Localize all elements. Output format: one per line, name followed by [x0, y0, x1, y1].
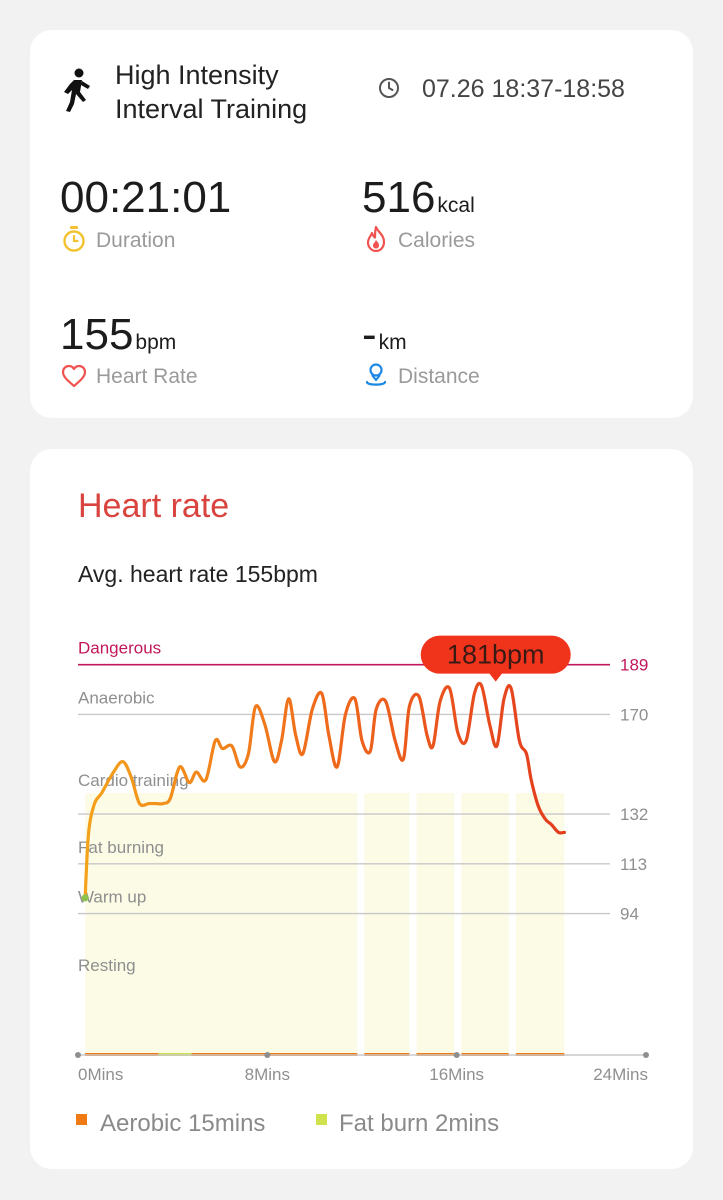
x-tick-dot-1 — [264, 1052, 271, 1058]
x-tick-label-3: 24Mins — [593, 1065, 648, 1084]
workout-time-range: 07.26 18:37-18:58 — [422, 75, 625, 103]
heart-rate-metric: 155bpm — [60, 310, 176, 360]
y-tick-labels: 189 170 132 113 94 — [620, 656, 648, 924]
legend-aerobic-label: Aerobic 15mins — [100, 1110, 266, 1137]
series-start-dot — [81, 894, 89, 902]
heart-rate-title: Heart rate — [78, 487, 230, 525]
stopwatch-icon — [63, 226, 85, 252]
calories-value: 516 — [362, 173, 436, 222]
legend-fat-burn-label: Fat burn 2mins — [339, 1110, 500, 1137]
legend-aerobic-swatch — [76, 1114, 87, 1125]
zone-label-anaerobic: Anaerobic — [78, 688, 155, 707]
workout-title: High Intensity Interval Training — [115, 58, 307, 126]
duration-value: 00:21:01 — [60, 173, 232, 222]
x-tick-label-2: 16Mins — [429, 1065, 484, 1084]
y-tick-132: 132 — [620, 805, 648, 824]
workout-title-line2: Interval Training — [115, 94, 308, 124]
zone-band-1 — [364, 793, 410, 1055]
legend-fat-burn-swatch — [316, 1114, 327, 1125]
distance-unit: km — [378, 331, 407, 354]
x-tick-labels: 0Mins 8Mins 16Mins 24Mins — [78, 1065, 648, 1084]
heart-rate-value: 155 — [60, 310, 134, 359]
peak-label: 181bpm — [447, 640, 545, 670]
zone-band-0 — [85, 793, 358, 1055]
distance-metric: -km — [362, 310, 407, 360]
peak-bubble — [420, 635, 571, 674]
x-tick-dot-3 — [643, 1052, 649, 1058]
workout-summary-card: High Intensity Interval Training 07.26 1… — [30, 30, 693, 418]
y-tick-189: 189 — [620, 656, 648, 675]
heart-rate-label: Heart Rate — [96, 365, 198, 388]
location-pin-icon — [365, 363, 387, 386]
y-tick-170: 170 — [620, 705, 648, 724]
zone-label-fat-burning: Fat burning — [78, 838, 164, 857]
zone-bands — [85, 793, 565, 1056]
x-tick-label-0: 0Mins — [78, 1065, 123, 1084]
calories-unit: kcal — [437, 194, 475, 217]
calories-label: Calories — [398, 229, 476, 252]
zone-label-dangerous: Dangerous — [78, 639, 161, 658]
heart-rate-card: Heart rate Avg. heart rate 155bpm Danger… — [30, 449, 693, 1169]
avg-heart-rate: Avg. heart rate 155bpm — [78, 561, 318, 587]
x-tick-dot-2 — [453, 1052, 460, 1058]
heart-rate-unit: bpm — [135, 331, 177, 354]
peak-marker: 181bpm — [420, 635, 571, 682]
zone-label-resting: Resting — [78, 956, 136, 975]
x-tick-dot-0 — [75, 1052, 81, 1058]
zone-band-4 — [515, 793, 565, 1055]
clock-icon — [379, 78, 399, 98]
distance-value: - — [362, 310, 377, 359]
x-tick-label-1: 8Mins — [245, 1065, 290, 1084]
y-tick-94: 94 — [620, 905, 639, 924]
y-tick-113: 113 — [620, 855, 647, 874]
zone-band-2 — [416, 793, 455, 1055]
heart-icon — [61, 364, 87, 388]
calories-metric: 516kcal — [362, 173, 475, 223]
workout-title-line1: High Intensity — [115, 60, 279, 90]
duration-label: Duration — [96, 229, 176, 252]
zone-label-warm-up: Warm up — [78, 888, 146, 907]
peak-pointer — [488, 672, 503, 682]
heart-rate-series-line — [83, 681, 566, 900]
x-axis — [75, 1052, 649, 1058]
zone-band-3 — [461, 793, 509, 1055]
distance-label: Distance — [398, 365, 480, 388]
flame-icon — [366, 226, 386, 252]
running-figure-icon — [64, 68, 90, 112]
